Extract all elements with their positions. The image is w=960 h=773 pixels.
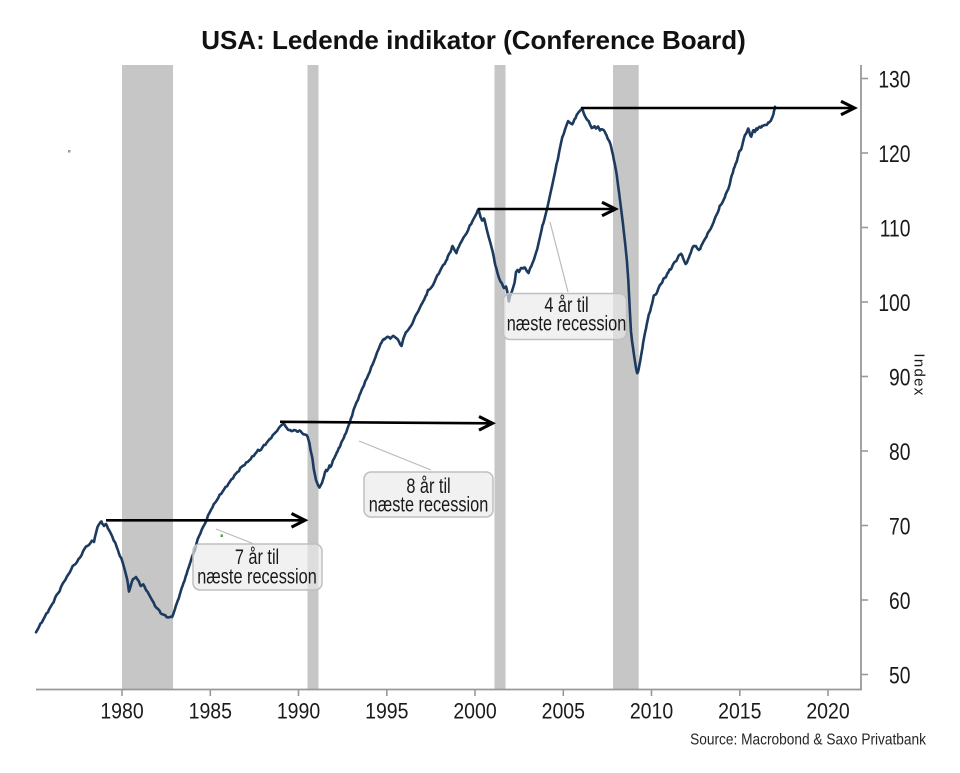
svg-text:100: 100 <box>878 289 910 317</box>
svg-text:1990: 1990 <box>277 699 320 724</box>
svg-text:2010: 2010 <box>630 699 673 724</box>
svg-text:60: 60 <box>889 587 910 615</box>
svg-text:70: 70 <box>889 512 910 540</box>
svg-text:90: 90 <box>889 363 910 391</box>
svg-text:1980: 1980 <box>100 699 143 724</box>
svg-text:Source: Macrobond & Saxo Priva: Source: Macrobond & Saxo Privatbank <box>690 732 926 749</box>
svg-text:80: 80 <box>889 438 910 466</box>
svg-text:4 år til: 4 år til <box>544 294 588 318</box>
svg-text:USA: Ledende indikator (Confer: USA: Ledende indikator (Conference Board… <box>201 25 746 55</box>
svg-text:2020: 2020 <box>806 699 849 724</box>
svg-text:næste recession: næste recession <box>369 494 489 518</box>
svg-text:120: 120 <box>878 140 910 168</box>
svg-text:2005: 2005 <box>542 699 585 724</box>
svg-text:næste recession: næste recession <box>197 566 317 590</box>
svg-text:50: 50 <box>889 661 910 689</box>
svg-text:Index: Index <box>911 353 928 396</box>
svg-text:2000: 2000 <box>453 699 496 724</box>
svg-text:1985: 1985 <box>189 699 232 724</box>
svg-text:2015: 2015 <box>718 699 761 724</box>
svg-text:1995: 1995 <box>365 699 408 724</box>
svg-text:næste recession: næste recession <box>507 312 627 336</box>
svg-text:130: 130 <box>878 65 910 93</box>
svg-text:8 år til: 8 år til <box>406 475 450 499</box>
svg-text:7 år til: 7 år til <box>235 546 279 570</box>
svg-text:110: 110 <box>880 214 911 242</box>
